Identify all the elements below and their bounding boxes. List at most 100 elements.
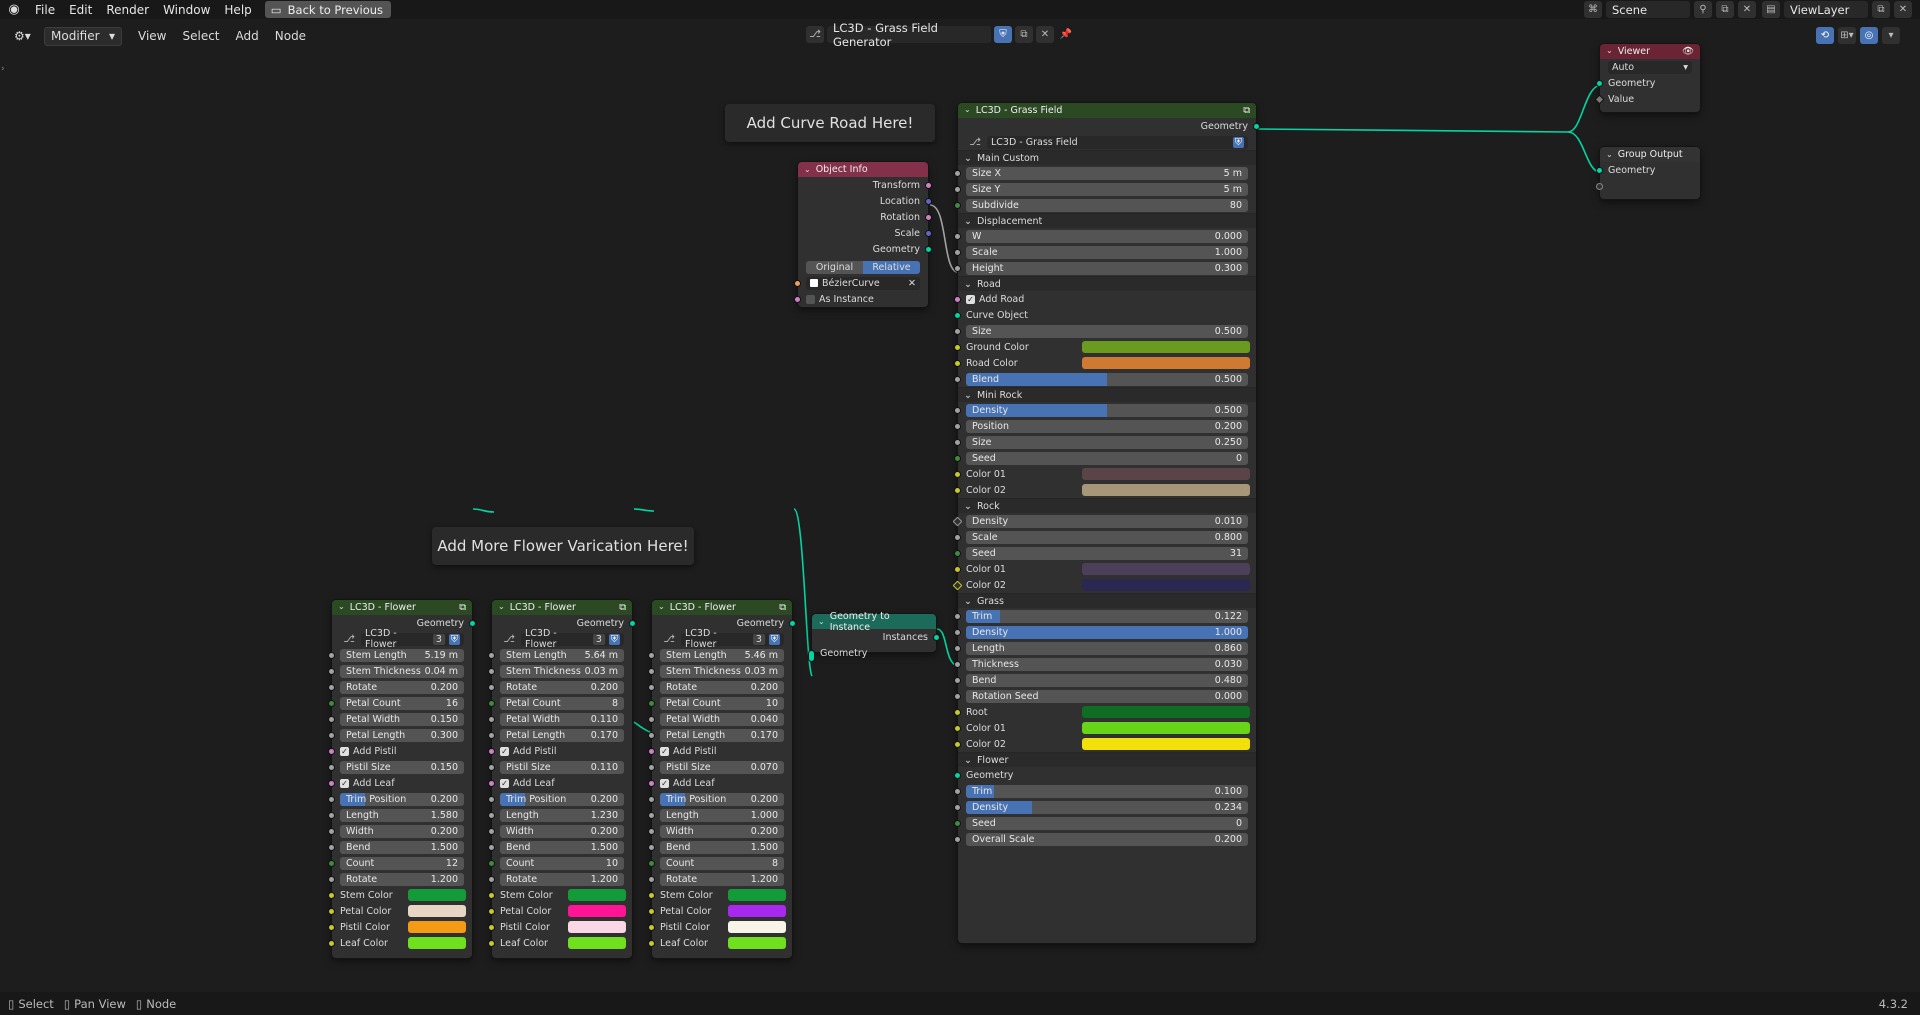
- node-group-icon[interactable]: ⧉: [459, 602, 466, 613]
- flower-count-field[interactable]: Count 8: [660, 856, 784, 870]
- grass-field-header[interactable]: ⌄ LC3D - Grass Field ⧉: [958, 103, 1256, 118]
- rock-seed-field[interactable]: Seed 31: [966, 546, 1248, 560]
- add-road-checkbox[interactable]: ✓: [966, 294, 975, 304]
- viewlayer-field[interactable]: ViewLayer: [1784, 1, 1868, 18]
- flower-width-field[interactable]: Width 0.200: [340, 824, 464, 838]
- snap-icon[interactable]: ⟲: [1816, 27, 1834, 44]
- grass-trim-field[interactable]: Trim 0.122: [966, 609, 1248, 623]
- node-group-icon[interactable]: ⧉: [779, 602, 786, 613]
- overlays-dropdown-icon[interactable]: ▾: [1882, 27, 1900, 44]
- node-group-icon[interactable]: ⧉: [1243, 105, 1250, 116]
- node-tree-icon[interactable]: ⎇: [340, 632, 358, 646]
- viewlayer-icon[interactable]: ▤: [1762, 1, 1780, 18]
- group-output-header[interactable]: ⌄ Group Output: [1600, 147, 1700, 162]
- add-leaf-checkbox[interactable]: ✓: [340, 778, 349, 788]
- socket-output-empty[interactable]: [1596, 182, 1603, 190]
- node-tree-icon[interactable]: ⎇: [500, 632, 518, 646]
- socket-flower-petal-width[interactable]: [488, 715, 495, 723]
- socket-flower-rotate[interactable]: [488, 683, 495, 691]
- flower-bend-field[interactable]: Bend 1.500: [500, 840, 624, 854]
- grass-thickness-field[interactable]: Thickness 0.030: [966, 657, 1248, 671]
- flower-stem-thickness-field[interactable]: Stem Thickness 0.04 m: [340, 664, 464, 678]
- socket-add-road[interactable]: [954, 295, 961, 303]
- socket-add-leaf[interactable]: [648, 779, 655, 787]
- add-pistil-checkbox[interactable]: ✓: [340, 746, 349, 756]
- socket-flower-pistil-size[interactable]: [328, 763, 335, 771]
- w-field[interactable]: W 0.000: [966, 229, 1248, 243]
- minirock-size-field[interactable]: Size 0.250: [966, 435, 1248, 449]
- blend-field[interactable]: Blend 0.500: [966, 372, 1248, 386]
- eye-icon[interactable]: 👁: [1681, 46, 1694, 57]
- rock-scale-field[interactable]: Scale 0.800: [966, 530, 1248, 544]
- socket-flower-count[interactable]: [488, 859, 495, 867]
- socket-flower-density[interactable]: [954, 803, 961, 811]
- socket-grass-root[interactable]: [954, 708, 961, 716]
- socket-location[interactable]: [925, 197, 932, 205]
- frame-flower-variation[interactable]: Add More Flower Varication Here!: [432, 527, 694, 565]
- socket-grass-thickness[interactable]: [954, 660, 961, 668]
- flower-node-header[interactable]: ⌄ LC3D - Flower ⧉: [652, 600, 792, 615]
- unlink-icon[interactable]: ✕: [1036, 26, 1054, 43]
- menu-file[interactable]: File: [35, 2, 56, 17]
- flower-rotate-field[interactable]: Rotate 0.200: [660, 680, 784, 694]
- socket-flower-pistil-color[interactable]: [488, 923, 495, 931]
- socket-minirock-position[interactable]: [954, 422, 961, 430]
- flower-petal-length-field[interactable]: Petal Length 0.170: [660, 728, 784, 742]
- socket-flower-count[interactable]: [648, 859, 655, 867]
- flower-node-header[interactable]: ⌄ LC3D - Flower ⧉: [492, 600, 632, 615]
- socket-flower-seed[interactable]: [954, 819, 961, 827]
- flower-group-field[interactable]: LC3D - Flower 3 ⛨: [361, 628, 464, 650]
- flower-leaf-color-swatch[interactable]: [408, 937, 466, 949]
- flower-rotate2-field[interactable]: Rotate 1.200: [500, 872, 624, 886]
- close-viewlayer-icon[interactable]: ✕: [1894, 1, 1912, 18]
- flower-petal-count-field[interactable]: Petal Count 8: [500, 696, 624, 710]
- flower-overall-scale-field[interactable]: Overall Scale 0.200: [966, 832, 1248, 846]
- flower-trim-position-field[interactable]: Trim Position 0.200: [660, 792, 784, 806]
- road-size-field[interactable]: Size 0.500: [966, 324, 1248, 338]
- flower-trim-field[interactable]: Trim 0.100: [966, 784, 1248, 798]
- socket-flower-out[interactable]: [789, 619, 796, 627]
- socket-add-pistil[interactable]: [328, 747, 335, 755]
- flower-petal-length-field[interactable]: Petal Length 0.170: [500, 728, 624, 742]
- flower-petal-count-field[interactable]: Petal Count 16: [340, 696, 464, 710]
- flower-petal-width-field[interactable]: Petal Width 0.040: [660, 712, 784, 726]
- original-button[interactable]: Original: [806, 260, 863, 274]
- editor-type-icon[interactable]: ⚙▾: [8, 26, 40, 46]
- socket-rock-scale[interactable]: [954, 533, 961, 541]
- shield-icon[interactable]: ⛨: [1232, 136, 1244, 148]
- pin-tree-icon[interactable]: 📌: [1059, 29, 1073, 40]
- node-group-icon[interactable]: ⧉: [619, 602, 626, 613]
- flower-density-field[interactable]: Density 0.234: [966, 800, 1248, 814]
- grass-length-field[interactable]: Length 0.860: [966, 641, 1248, 655]
- socket-flower-petal-width[interactable]: [648, 715, 655, 723]
- socket-add-pistil[interactable]: [648, 747, 655, 755]
- socket-flower-petal-color[interactable]: [648, 907, 655, 915]
- socket-flower-stem-length[interactable]: [648, 651, 655, 659]
- socket-flower-rotate2[interactable]: [328, 875, 335, 883]
- flower-stem-color-swatch[interactable]: [568, 889, 626, 901]
- socket-flower-trim-position[interactable]: [328, 795, 335, 803]
- flower-pistil-size-field[interactable]: Pistil Size 0.070: [660, 760, 784, 774]
- socket-minirock-size[interactable]: [954, 438, 961, 446]
- minirock-color01-swatch[interactable]: [1082, 468, 1250, 480]
- socket-flower-length[interactable]: [488, 811, 495, 819]
- socket-gti-geometry[interactable]: [808, 649, 815, 662]
- minirock-density-field[interactable]: Density 0.500: [966, 403, 1248, 417]
- socket-flower-trim-position[interactable]: [648, 795, 655, 803]
- flower-length-field[interactable]: Length 1.000: [660, 808, 784, 822]
- socket-add-pistil[interactable]: [488, 747, 495, 755]
- geometry-to-instance-header[interactable]: ⌄ Geometry to Instance: [812, 611, 936, 633]
- socket-w[interactable]: [954, 232, 961, 240]
- socket-grass-color01[interactable]: [954, 724, 961, 732]
- flower-node-3[interactable]: ⌄ LC3D - Flower ⧉ Geometry ⎇ LC3D - Flower 3…: [648, 600, 796, 958]
- socket-flower-stem-thickness[interactable]: [648, 667, 655, 675]
- socket-flower-width[interactable]: [328, 827, 335, 835]
- flower-petal-width-field[interactable]: Petal Width 0.110: [500, 712, 624, 726]
- socket-viewer-geometry[interactable]: [1596, 79, 1603, 87]
- snap-options-icon[interactable]: ⊞▾: [1838, 27, 1856, 44]
- new-scene-icon[interactable]: ⧉: [1716, 1, 1734, 18]
- flower-bend-field[interactable]: Bend 1.500: [660, 840, 784, 854]
- socket-scale[interactable]: [925, 229, 932, 237]
- socket-geometry[interactable]: [925, 245, 932, 253]
